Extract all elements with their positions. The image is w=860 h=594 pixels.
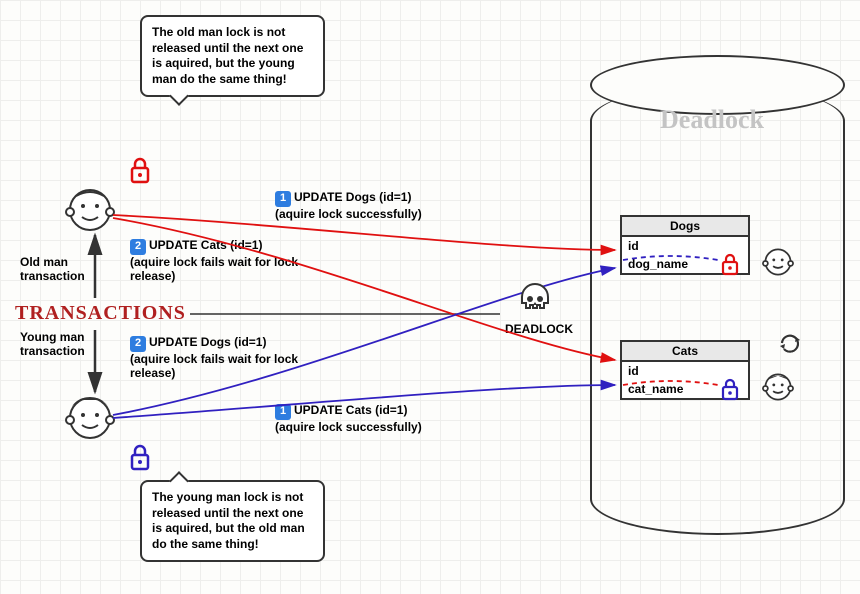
database-cylinder bbox=[590, 85, 845, 535]
badge-2-icon: 2 bbox=[130, 336, 146, 352]
bubble-old-man: The old man lock is not released until t… bbox=[140, 15, 325, 97]
step-young-1: 1UPDATE Cats (id=1) (aquire lock success… bbox=[275, 403, 422, 434]
step-young-1-text: UPDATE Cats (id=1) bbox=[294, 403, 407, 417]
table-cats-col-name: cat_name bbox=[622, 380, 748, 398]
skull-icon bbox=[522, 284, 548, 308]
step-old-2-text: UPDATE Cats (id=1) bbox=[149, 238, 262, 252]
table-cats-header: Cats bbox=[622, 342, 748, 362]
step-old-1-sub: (aquire lock successfully) bbox=[275, 207, 422, 221]
step-young-2-sub: (aquire lock fails wait for lock release… bbox=[130, 352, 298, 380]
table-cats: Cats id cat_name bbox=[620, 340, 750, 400]
young-man-face-icon bbox=[66, 398, 114, 438]
badge-2-icon: 2 bbox=[130, 239, 146, 255]
deadlock-skull-label: DEADLOCK bbox=[505, 322, 573, 336]
lock-red-icon bbox=[132, 159, 148, 182]
step-old-2: 2UPDATE Cats (id=1) (aquire lock fails w… bbox=[130, 238, 310, 283]
step-young-2: 2UPDATE Dogs (id=1) (aquire lock fails w… bbox=[130, 335, 310, 380]
bubble-young-man: The young man lock is not released until… bbox=[140, 480, 325, 562]
table-cats-col-id: id bbox=[622, 362, 748, 380]
old-man-label: Old man transaction bbox=[20, 255, 85, 284]
step-old-1: 1UPDATE Dogs (id=1) (aquire lock success… bbox=[275, 190, 422, 221]
badge-1-icon: 1 bbox=[275, 191, 291, 207]
table-dogs-col-id: id bbox=[622, 237, 748, 255]
badge-1-icon: 1 bbox=[275, 404, 291, 420]
lock-blue-icon bbox=[132, 446, 148, 469]
step-old-2-sub: (aquire lock fails wait for lock release… bbox=[130, 255, 298, 283]
table-dogs: Dogs id dog_name bbox=[620, 215, 750, 275]
step-young-2-text: UPDATE Dogs (id=1) bbox=[149, 335, 266, 349]
table-dogs-col-name: dog_name bbox=[622, 255, 748, 273]
step-old-1-text: UPDATE Dogs (id=1) bbox=[294, 190, 411, 204]
step-young-1-sub: (aquire lock successfully) bbox=[275, 420, 422, 434]
deadlock-title: Deadlock bbox=[660, 105, 764, 135]
young-man-label: Young man transaction bbox=[20, 330, 85, 359]
table-dogs-header: Dogs bbox=[622, 217, 748, 237]
transactions-title: TRANSACTIONS bbox=[15, 302, 186, 325]
old-man-face-icon bbox=[66, 190, 114, 230]
